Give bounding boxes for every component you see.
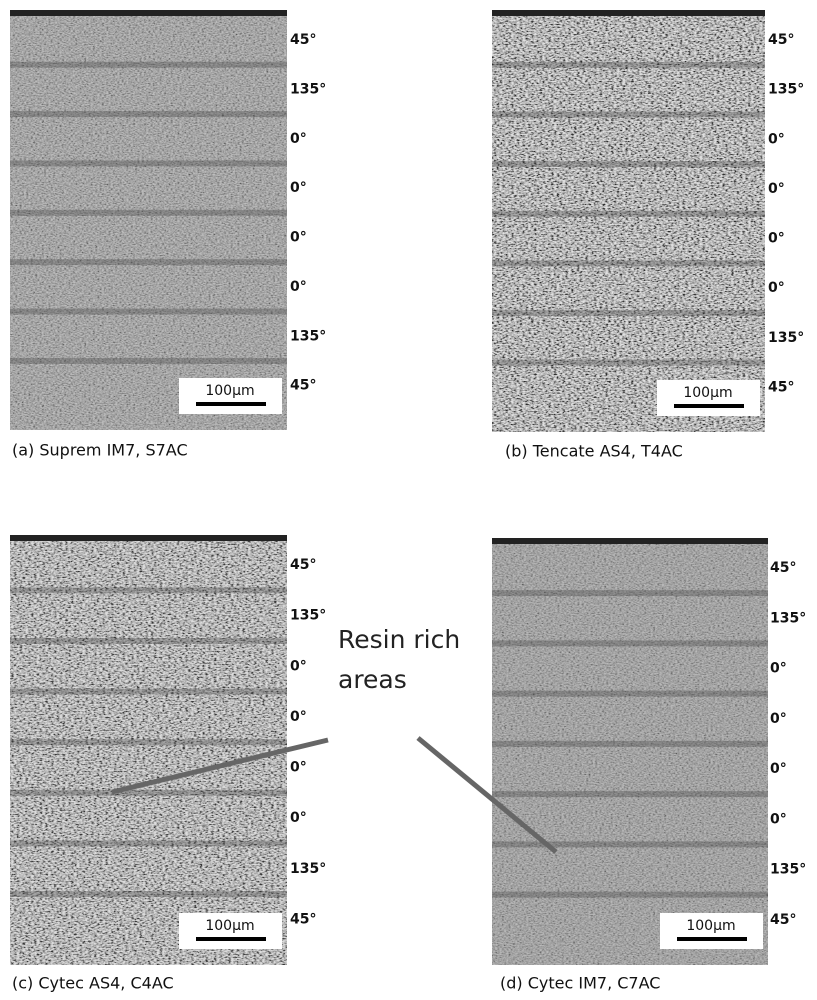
scale-bar	[196, 402, 266, 406]
ply-label: 0°	[770, 711, 787, 727]
ply-boundary	[10, 840, 287, 847]
micrograph-top-edge	[492, 10, 765, 16]
ply-label: 45°	[768, 32, 794, 48]
ply-boundary	[10, 160, 287, 167]
scale-bar-label: 100µm	[686, 918, 735, 934]
ply-label: 135°	[290, 81, 326, 97]
pointer-line	[111, 737, 329, 795]
ply-boundary	[492, 740, 768, 747]
ply-label: 0°	[290, 279, 307, 295]
ply-boundary	[10, 739, 287, 746]
micrograph-texture	[492, 538, 768, 965]
ply-label: 0°	[290, 180, 307, 196]
ply-boundary	[10, 111, 287, 118]
ply-label: 135°	[290, 328, 326, 344]
annotation: Resin rich areas	[111, 625, 558, 854]
ply-boundary	[492, 210, 765, 217]
ply-boundary	[10, 637, 287, 644]
ply-boundary	[492, 359, 765, 366]
ply-label: 135°	[770, 862, 806, 878]
caption: (d) Cytec IM7, C7AC	[500, 974, 660, 993]
ply-label: 45°	[290, 32, 316, 48]
panels: 45° 135° 0° 0° 0° 0° 135° 45° 100µm (a) Suprem IM…	[10, 10, 806, 993]
micrograph-texture	[10, 535, 287, 965]
ply-boundary	[492, 590, 768, 597]
caption: (b) Tencate AS4, T4AC	[505, 442, 683, 461]
ply-boundary	[492, 161, 765, 168]
ply-boundary	[10, 587, 287, 594]
scale-bar-box	[657, 380, 760, 416]
ply-boundary	[492, 640, 768, 647]
ply-label: 45°	[290, 378, 316, 394]
ply-boundary	[10, 357, 287, 364]
ply-label: 0°	[768, 280, 785, 296]
ply-label: 45°	[290, 557, 316, 573]
ply-boundary	[492, 690, 768, 697]
caption: (c) Cytec AS4, C4AC	[12, 974, 174, 993]
scale-bar	[674, 404, 744, 408]
ply-boundary	[10, 789, 287, 796]
scale-bar-box	[660, 913, 763, 949]
ply-label: 135°	[768, 82, 804, 98]
ply-label: 135°	[770, 610, 806, 626]
ply-boundary	[10, 209, 287, 216]
ply-boundary	[492, 260, 765, 267]
ply-boundary	[492, 791, 768, 798]
micrograph-top-edge	[10, 10, 287, 16]
pointer-line	[416, 736, 558, 854]
ply-label: 0°	[290, 810, 307, 826]
ply-label: 0°	[770, 811, 787, 827]
ply-label: 0°	[290, 230, 307, 246]
ply-boundary	[10, 308, 287, 315]
ply-label: 0°	[770, 661, 787, 677]
scale-bar-label: 100µm	[683, 385, 732, 401]
ply-label: 0°	[290, 131, 307, 147]
ply-label: 135°	[768, 330, 804, 346]
ply-label: 0°	[768, 131, 785, 147]
ply-label: 0°	[290, 709, 307, 725]
ply-label: 45°	[770, 912, 796, 928]
ply-label: 45°	[290, 911, 316, 927]
ply-boundary	[492, 841, 768, 848]
ply-boundary	[10, 259, 287, 266]
micrograph-texture	[492, 10, 765, 432]
ply-label: 45°	[768, 379, 794, 395]
ply-label: 0°	[770, 761, 787, 777]
ply-label: 135°	[290, 608, 326, 624]
ply-boundary	[492, 309, 765, 316]
ply-label: 45°	[770, 560, 796, 576]
ply-label: 135°	[290, 861, 326, 877]
scale-bar	[196, 937, 266, 941]
scale-bar-label: 100µm	[205, 918, 254, 934]
ply-label: 0°	[290, 658, 307, 674]
caption: (a) Suprem IM7, S7AC	[12, 441, 188, 460]
scale-bar-box	[179, 913, 282, 949]
scale-bar-box	[179, 378, 282, 414]
ply-boundary	[10, 61, 287, 68]
ply-label: 0°	[290, 760, 307, 776]
ply-boundary	[10, 891, 287, 898]
ply-boundary	[10, 688, 287, 695]
micrograph-texture	[10, 10, 287, 430]
micrograph-top-edge	[492, 538, 768, 544]
scale-bar	[677, 937, 747, 941]
ply-boundary	[492, 61, 765, 68]
annotation-text: areas	[338, 665, 407, 694]
scale-bar-label: 100µm	[205, 383, 254, 399]
ply-label: 0°	[768, 231, 785, 247]
ply-label: 0°	[768, 181, 785, 197]
annotation-text: Resin rich	[338, 625, 460, 654]
micrograph-top-edge	[10, 535, 287, 541]
ply-boundary	[492, 891, 768, 898]
ply-boundary	[492, 111, 765, 118]
